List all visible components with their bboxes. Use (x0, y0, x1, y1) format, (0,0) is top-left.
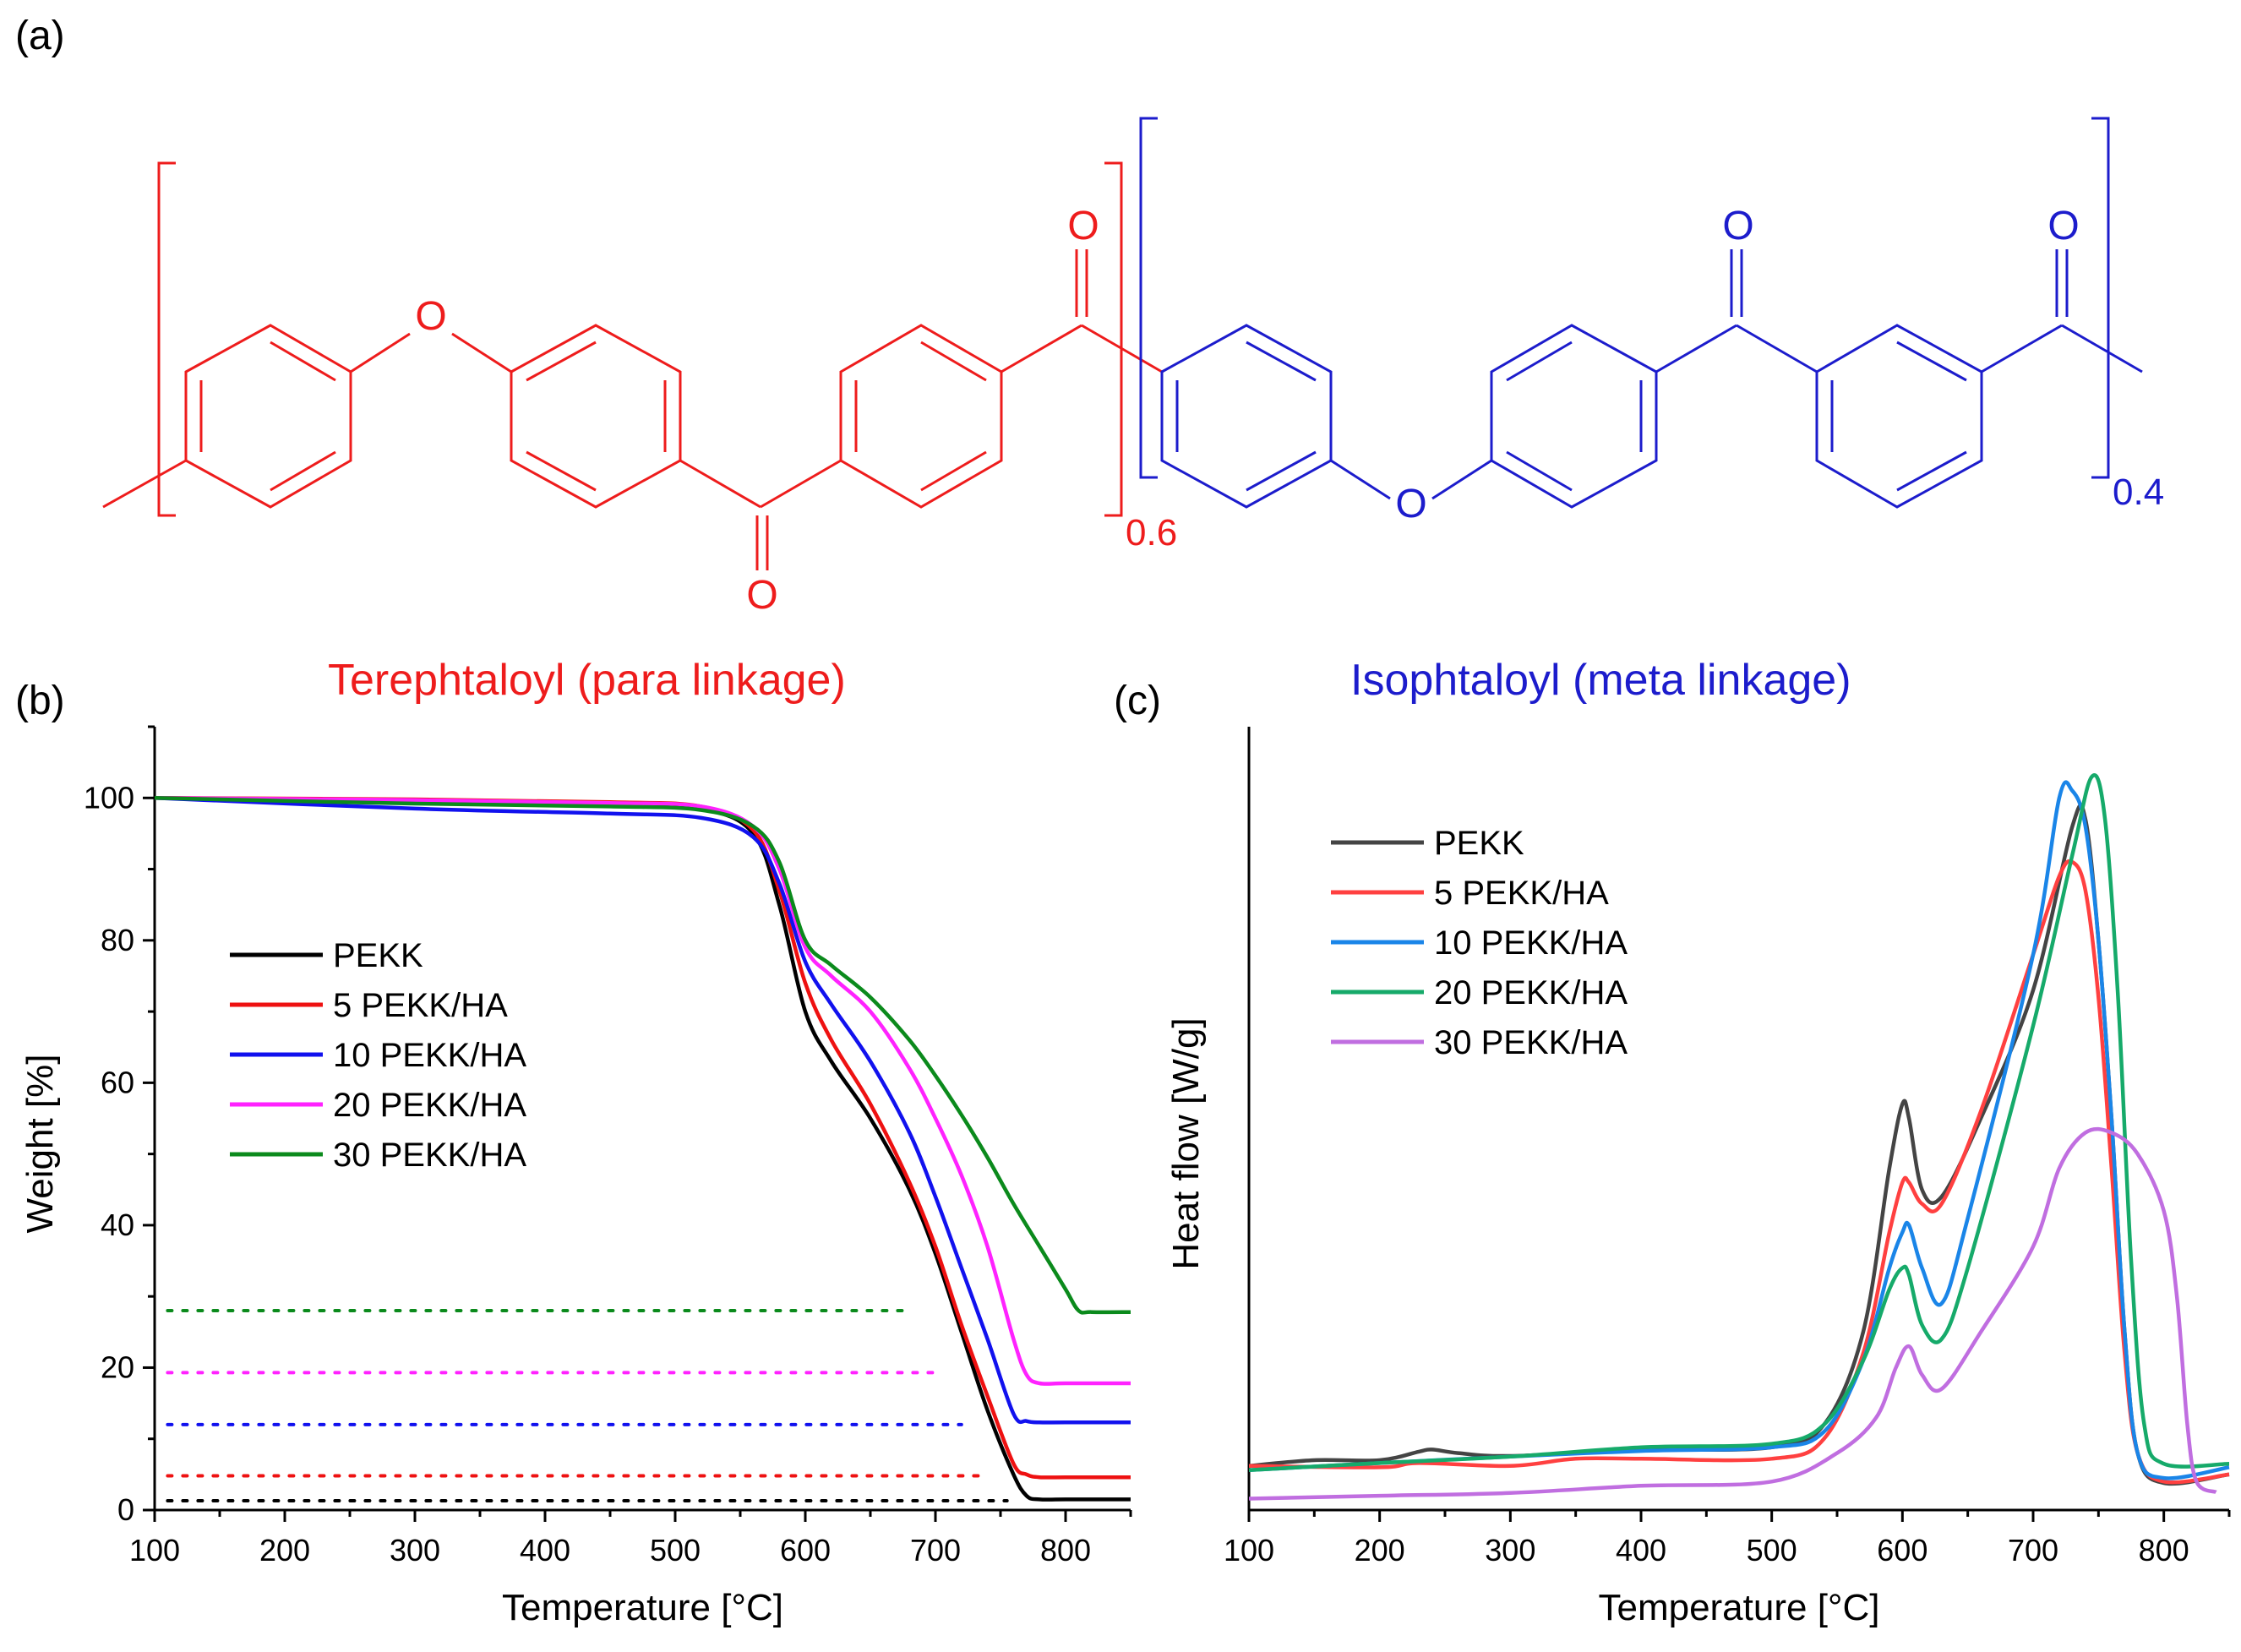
x-tick-label: 600 (780, 1533, 831, 1567)
x-axis-label: Temperature [°C] (1598, 1587, 1879, 1628)
legend-label: 30 PEKK/HA (1434, 1024, 1628, 1061)
series-line-3 (154, 796, 1131, 1386)
x-tick-label: 700 (910, 1533, 961, 1567)
para-subscript: 0.6 (1126, 512, 1177, 553)
para-linkage-title: Terephtaloyl (para linkage) (328, 656, 846, 705)
panel-a-label: (a) (15, 14, 65, 58)
y-tick-label: 40 (101, 1208, 134, 1242)
x-tick-label: 400 (1616, 1533, 1666, 1567)
series-line-2 (1248, 780, 2230, 1480)
y-axis-label: Heat flow [W/g] (1165, 1017, 1207, 1269)
para-ketone-oxygen-up: O (1067, 204, 1099, 248)
series-line-0 (1248, 803, 2230, 1486)
x-tick-label: 200 (259, 1533, 310, 1567)
series-line-4 (1248, 1126, 2217, 1501)
x-tick-label: 200 (1355, 1533, 1405, 1567)
meta-ketone-oxygen-1: O (1722, 204, 1753, 248)
para-ketone-oxygen-down: O (746, 573, 777, 618)
x-tick-label: 700 (2008, 1533, 2058, 1567)
legend-label: PEKK (333, 937, 423, 974)
x-tick-label: 100 (1224, 1533, 1274, 1567)
x-tick-label: 400 (520, 1533, 570, 1567)
x-tick-label: 100 (129, 1533, 180, 1567)
series-line-3 (1248, 773, 2230, 1473)
meta-linkage-title: Isophtaloyl (meta linkage) (1350, 656, 1851, 705)
legend-label: 30 PEKK/HA (333, 1137, 526, 1174)
series-line-4 (154, 796, 1131, 1315)
tga-chart: 100 200 300 400 500 600 700 800 0 20 40 60 80 100 Temp… (19, 725, 1132, 1628)
y-tick-label: 100 (84, 780, 134, 815)
x-axis-label: Temperature [°C] (502, 1587, 783, 1628)
legend-label: 5 PEKK/HA (333, 987, 508, 1024)
para-ether-oxygen: O (415, 294, 446, 339)
meta-ketone-oxygen-2: O (2047, 204, 2079, 248)
x-tick-label: 500 (650, 1533, 701, 1567)
x-tick-label: 600 (1877, 1533, 1927, 1567)
meta-unit-atoms: O O O 0.4 (1395, 204, 2164, 526)
para-unit-structure (102, 161, 1163, 570)
legend-label: 5 PEKK/HA (1434, 875, 1609, 912)
y-tick-label: 60 (101, 1065, 134, 1099)
series-line-1 (154, 796, 1131, 1480)
x-tick-label: 300 (390, 1533, 440, 1567)
x-tick-label: 500 (1747, 1533, 1797, 1567)
y-tick-label: 20 (101, 1349, 134, 1384)
y-tick-label: 80 (101, 923, 134, 957)
meta-ether-oxygen: O (1395, 482, 1426, 526)
legend-label: PEKK (1434, 825, 1524, 862)
panel-b-label: (b) (15, 679, 65, 723)
para-unit-atoms: O O O 0.6 (415, 204, 1177, 618)
dsc-chart: 100 200 300 400 500 600 700 800 Temperature [°C]… (1165, 727, 2231, 1628)
meta-unit-structure (1139, 117, 2143, 509)
legend-label: 20 PEKK/HA (1434, 974, 1628, 1011)
panel-c-label: (c) (1114, 679, 1161, 723)
legend-label: 10 PEKK/HA (333, 1037, 526, 1074)
series-line-2 (154, 796, 1131, 1425)
legend-label: 20 PEKK/HA (333, 1087, 526, 1124)
series-line-1 (1248, 859, 2230, 1485)
x-tick-label: 800 (2139, 1533, 2189, 1567)
y-tick-label: 0 (117, 1492, 134, 1527)
x-tick-label: 300 (1485, 1533, 1535, 1567)
meta-subscript: 0.4 (2113, 472, 2164, 513)
y-axis-label: Weight [%] (19, 1055, 61, 1234)
legend-label: 10 PEKK/HA (1434, 924, 1628, 962)
x-tick-label: 800 (1040, 1533, 1091, 1567)
